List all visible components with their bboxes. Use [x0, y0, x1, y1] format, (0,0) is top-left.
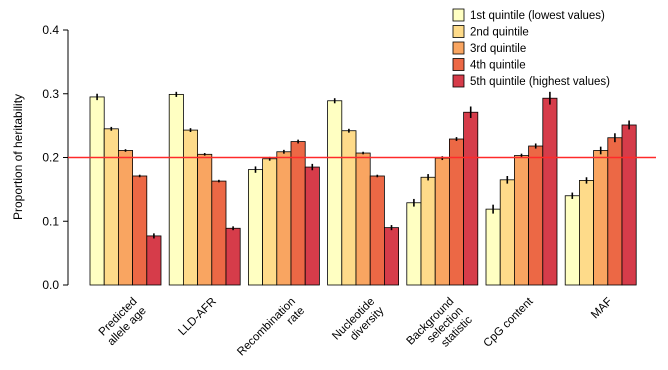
bar — [89, 96, 105, 286]
category-labels: Predictedallele age LLD-AFR Recombinationr… — [96, 295, 615, 368]
bar — [528, 145, 544, 286]
bar-group — [247, 139, 320, 286]
y-axis-label: Proportion of heritability — [11, 94, 25, 220]
category-label: MAF — [589, 296, 615, 322]
legend-swatch — [452, 58, 465, 71]
bar — [406, 202, 422, 286]
bar — [341, 130, 357, 286]
bar — [420, 176, 436, 286]
bar — [225, 227, 241, 286]
y-tick-label: 0.4 — [42, 23, 59, 37]
bar-group — [564, 120, 637, 286]
y-axis: 0.0 0.1 0.2 0.3 0.4 — [42, 23, 69, 292]
bar — [304, 166, 320, 286]
bar — [355, 152, 371, 286]
bar — [290, 141, 306, 286]
category-label: Nucleotidediversity — [330, 295, 386, 351]
legend-label: 2nd quintile — [470, 27, 529, 39]
bar — [514, 155, 530, 286]
y-tick-label: 0.1 — [42, 214, 59, 228]
y-tick-label: 0.2 — [42, 151, 59, 165]
bar — [499, 179, 515, 286]
bar-group — [406, 106, 479, 286]
bar — [247, 169, 263, 286]
category-label: Recombinationrate — [235, 296, 307, 368]
legend-label: 1st quintile (lowest values) — [470, 10, 605, 22]
bar — [103, 128, 119, 286]
legend-swatch — [452, 41, 465, 55]
bar — [593, 150, 609, 286]
bar — [146, 235, 162, 286]
category-label-line: Recombination — [235, 296, 298, 359]
bar — [262, 158, 278, 286]
bar — [579, 180, 595, 286]
bar-group — [327, 98, 399, 286]
bar — [369, 175, 385, 286]
legend-swatch — [452, 8, 465, 22]
category-label: LLD-AFR — [176, 296, 218, 338]
bar — [542, 97, 558, 286]
category-label: CpG content — [481, 295, 536, 350]
legend-swatch — [452, 74, 465, 88]
bar — [448, 138, 464, 286]
bar — [564, 195, 580, 286]
legend-label: 4th quintile — [470, 60, 526, 72]
bar-group — [168, 91, 241, 286]
category-label-line: MAF — [589, 296, 615, 322]
legend-label: 5th quintile (highest values) — [470, 76, 610, 88]
legend-swatch — [452, 25, 465, 38]
bar — [383, 227, 399, 286]
bar — [211, 180, 227, 286]
bar — [327, 100, 343, 286]
bar-group — [89, 93, 162, 286]
bar — [276, 151, 292, 286]
bar — [168, 93, 184, 286]
category-label-line: LLD-AFR — [176, 296, 218, 338]
bar — [197, 153, 213, 286]
bar — [463, 111, 479, 286]
bar — [182, 129, 198, 286]
bar — [132, 175, 148, 286]
y-tick-label: 0.3 — [42, 87, 59, 101]
legend-label: 3rd quintile — [470, 43, 526, 55]
category-label: Backgroundselectionstatistic — [405, 295, 475, 365]
category-label-line: CpG content — [481, 295, 536, 350]
bar-groups — [89, 91, 637, 286]
category-label: Predictedallele age — [96, 296, 148, 348]
legend: 1st quintile (lowest values) 2nd quintile… — [452, 8, 610, 88]
bar — [485, 208, 501, 286]
bar — [118, 150, 134, 286]
bar — [434, 157, 450, 286]
y-tick-label: 0.0 — [42, 278, 59, 292]
bar — [621, 124, 637, 286]
bar-group — [485, 91, 558, 286]
bar — [607, 137, 623, 286]
